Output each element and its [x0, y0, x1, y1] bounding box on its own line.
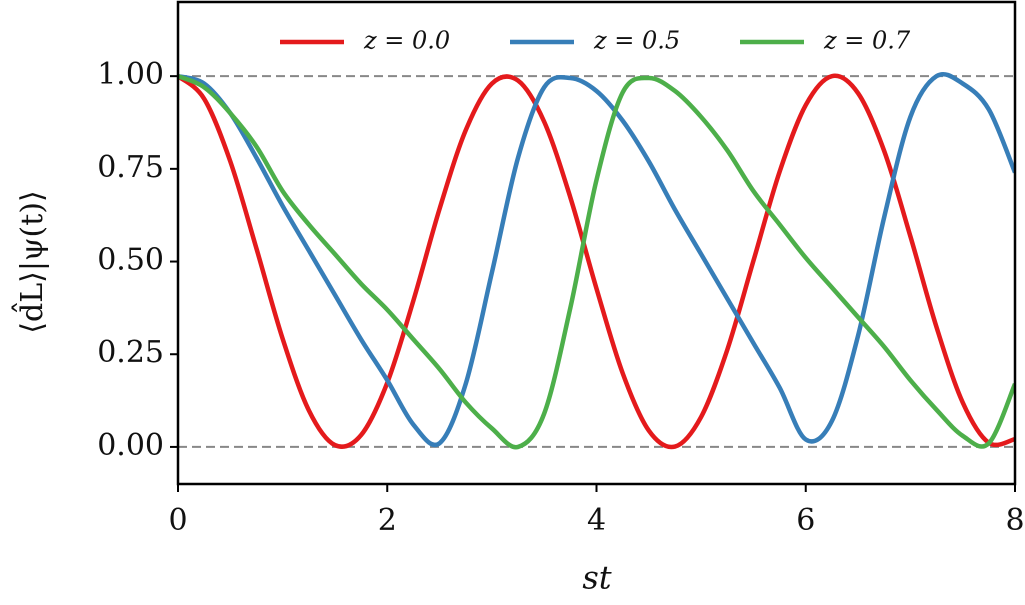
y-tick-label: 0.25 — [97, 335, 164, 370]
x-tick-label: 4 — [587, 503, 606, 538]
x-tick-label: 6 — [796, 503, 815, 538]
y-tick-label: 0.00 — [97, 428, 164, 463]
plot-frame — [176, 0, 1017, 486]
x-tick-label: 8 — [1005, 503, 1024, 538]
x-tick-label: 2 — [378, 503, 397, 538]
series-line — [178, 73, 1015, 450]
y-axis-label: ⟨d̂L⟩|ψ(t)⟩ — [11, 190, 50, 333]
legend-label: z = 0.7 — [823, 27, 911, 55]
y-tick-label: 0.50 — [97, 243, 164, 278]
legend-label: z = 0.5 — [593, 27, 680, 55]
y-tick-label: 1.00 — [97, 57, 164, 92]
series-line — [178, 71, 1015, 448]
legend-label: z = 0.0 — [363, 27, 450, 55]
x-axis-label: st — [582, 559, 611, 597]
series-line — [178, 74, 1015, 450]
y-tick-label: 0.75 — [97, 150, 164, 185]
x-tick-label: 0 — [168, 503, 187, 538]
